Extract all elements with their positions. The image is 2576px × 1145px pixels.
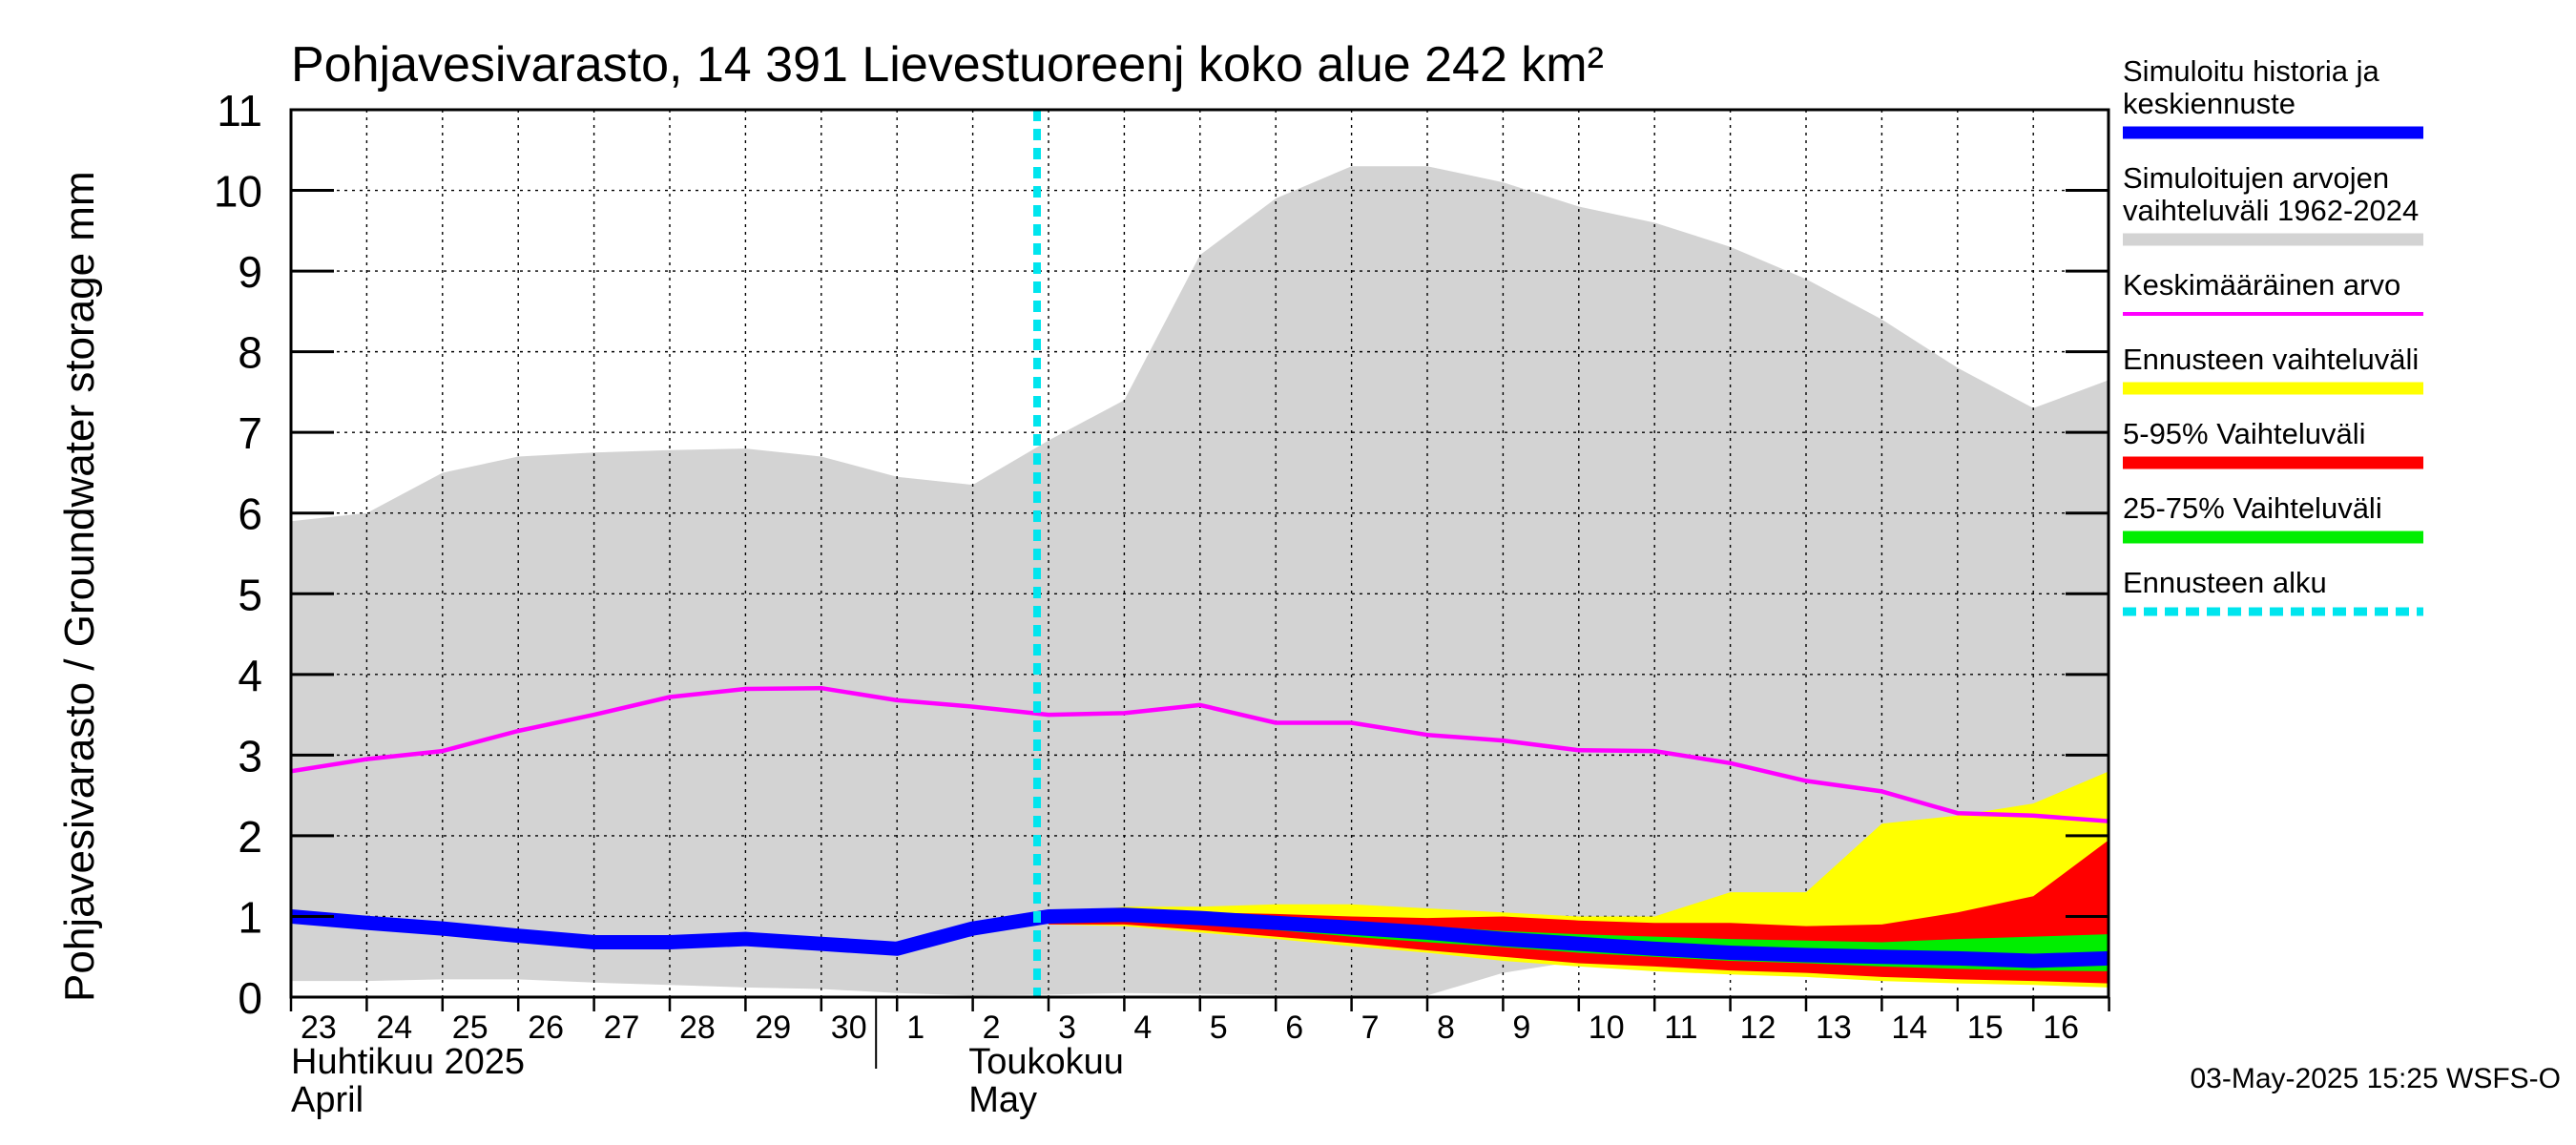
- month-label: Huhtikuu 2025: [291, 1042, 525, 1082]
- series-mean-line: [291, 685, 2109, 823]
- legend-label: keskiennuste: [2123, 87, 2296, 120]
- x-tick-label: 12: [1740, 1010, 1776, 1046]
- x-tick-label: 15: [1967, 1010, 2004, 1046]
- legend-label: Keskimääräinen arvo: [2123, 268, 2400, 302]
- plot-area: [291, 110, 2110, 997]
- month-label-en: April: [291, 1080, 364, 1120]
- x-tick-label: 4: [1133, 1010, 1152, 1046]
- chart-title: Pohjavesivarasto, 14 391 Lievestuoreenj …: [291, 37, 1604, 93]
- x-tick-label: 14: [1891, 1010, 1927, 1046]
- x-tick-label: 30: [831, 1010, 867, 1046]
- legend-label: Ennusteen vaihteluväli: [2123, 343, 2419, 376]
- y-tick-label: 10: [214, 167, 262, 217]
- x-tick-label: 23: [301, 1010, 337, 1046]
- x-tick-label: 24: [376, 1010, 412, 1046]
- x-tick-label: 16: [2043, 1010, 2079, 1046]
- series-simulated-line: [291, 907, 2109, 968]
- x-tick-label: 2: [983, 1010, 1001, 1046]
- month-label-en: May: [968, 1080, 1037, 1120]
- x-tick-label: 11: [1664, 1010, 1697, 1046]
- x-tick-label: 8: [1437, 1010, 1455, 1046]
- legend-label: Simuloitu historia ja: [2123, 54, 2380, 88]
- y-tick-label: 8: [238, 328, 262, 378]
- footer-timestamp: 03-May-2025 15:25 WSFS-O: [2191, 1063, 2562, 1094]
- x-tick-label: 9: [1512, 1010, 1530, 1046]
- series-history-range-band: [291, 166, 2109, 996]
- x-tick-label: 29: [755, 1010, 791, 1046]
- legend-label: Simuloitujen arvojen: [2123, 161, 2389, 195]
- y-tick-label: 2: [238, 812, 262, 862]
- y-tick-label: 3: [238, 731, 262, 781]
- x-tick-label: 26: [528, 1010, 564, 1046]
- month-label: Toukokuu: [968, 1042, 1124, 1082]
- legend-label: 5-95% Vaihteluväli: [2123, 417, 2365, 450]
- legend-label: Ennusteen alku: [2123, 566, 2327, 599]
- x-tick-label: 5: [1210, 1010, 1228, 1046]
- x-tick-label: 1: [906, 1010, 924, 1046]
- y-tick-label: 4: [238, 651, 262, 700]
- x-tick-label: 6: [1285, 1010, 1303, 1046]
- y-tick-label: 1: [238, 892, 262, 942]
- y-tick-label: 0: [238, 973, 262, 1023]
- x-tick-label: 3: [1058, 1010, 1076, 1046]
- y-tick-label: 11: [217, 86, 262, 135]
- legend-label: vaihteluväli 1962-2024: [2123, 194, 2419, 227]
- y-tick-label: 6: [238, 489, 262, 539]
- y-axis-label: Pohjavesivarasto / Groundwater storage m…: [56, 171, 103, 1002]
- x-tick-label: 27: [604, 1010, 640, 1046]
- x-tick-label: 10: [1589, 1010, 1625, 1046]
- x-tick-label: 7: [1361, 1010, 1380, 1046]
- legend-label: 25-75% Vaihteluväli: [2123, 491, 2382, 525]
- y-tick-label: 5: [238, 570, 262, 619]
- y-tick-label: 7: [238, 408, 262, 458]
- x-tick-label: 13: [1816, 1010, 1852, 1046]
- y-tick-label: 9: [238, 247, 262, 297]
- x-tick-label: 28: [679, 1010, 716, 1046]
- x-tick-label: 25: [452, 1010, 488, 1046]
